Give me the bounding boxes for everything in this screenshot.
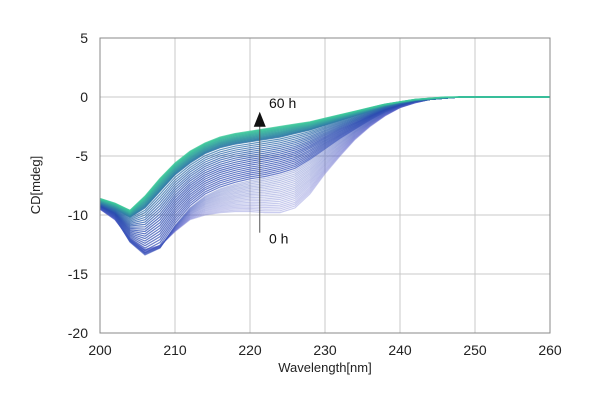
plot-frame	[99, 37, 551, 334]
y-tick-label: -5	[76, 148, 89, 164]
y-tick-labels: 5 0 -5 -10 -15 -20	[68, 30, 88, 341]
y-tick-label: -15	[68, 266, 88, 282]
y-tick-label: 5	[80, 30, 88, 46]
annotation-layer: 60 h 0 h	[253, 95, 296, 247]
x-tick-label: 250	[463, 342, 487, 358]
y-tick-label: -20	[68, 325, 88, 341]
x-tick-label: 230	[313, 342, 337, 358]
x-tick-label: 200	[88, 342, 112, 358]
y-tick-label: 0	[80, 89, 88, 105]
x-tick-labels: 200 210 220 230 240 250 260	[88, 342, 562, 358]
x-tick-label: 260	[538, 342, 562, 358]
x-tick-label: 220	[238, 342, 262, 358]
y-axis-label: CD[mdeg]	[28, 156, 43, 215]
x-axis-label: Wavelength[nm]	[278, 360, 371, 375]
spectrum-line	[99, 96, 550, 212]
series-layer	[99, 96, 550, 256]
annotation-0h: 0 h	[269, 231, 288, 247]
time-arrow-head	[253, 111, 266, 127]
x-tick-label: 210	[163, 342, 187, 358]
x-tick-label: 240	[388, 342, 412, 358]
y-tick-label: -10	[68, 207, 88, 223]
annotation-60h: 60 h	[269, 95, 296, 111]
